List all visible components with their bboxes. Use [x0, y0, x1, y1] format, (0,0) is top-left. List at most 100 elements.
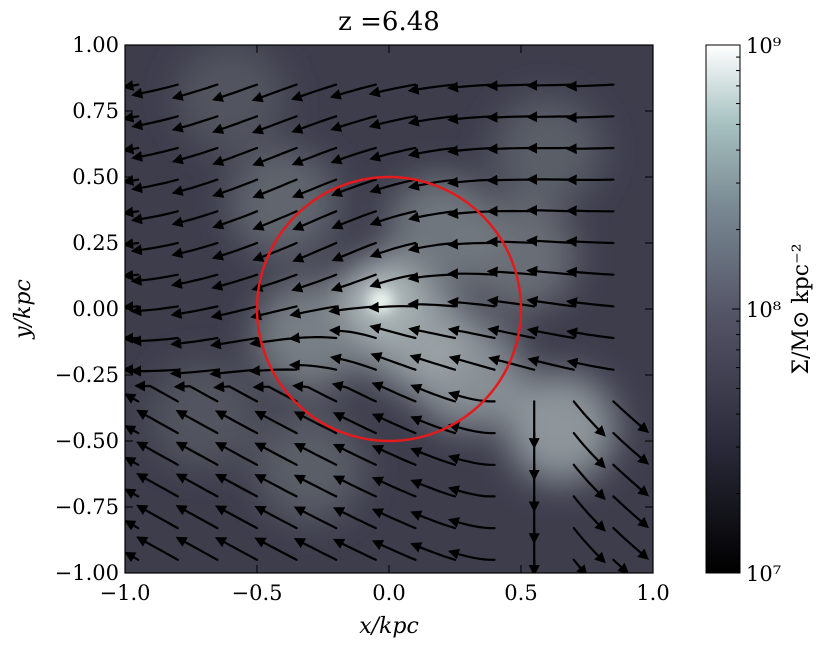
density-peak [254, 412, 365, 523]
y-tick-label: −0.75 [55, 495, 119, 519]
streamline [331, 381, 377, 403]
streamline [288, 359, 338, 371]
streamline [448, 354, 496, 371]
streamline [125, 206, 140, 218]
streamline [131, 178, 179, 194]
streamline [371, 381, 417, 403]
streamline [486, 236, 536, 248]
streamline [447, 485, 496, 498]
streamline [214, 505, 259, 530]
streamline [371, 413, 417, 435]
streamline [125, 143, 140, 155]
y-tick-label: 0.75 [72, 99, 119, 123]
streamline [612, 495, 650, 529]
streamline [125, 301, 140, 313]
streamline [332, 475, 377, 498]
streamline [125, 551, 140, 563]
streamline [447, 422, 496, 435]
x-tick-label: 1.0 [636, 581, 669, 605]
streamline [175, 409, 219, 435]
streamline [332, 412, 377, 435]
streamline [486, 143, 536, 155]
streamline [125, 111, 140, 123]
streamline [214, 410, 259, 435]
streamline [214, 442, 259, 466]
streamline [329, 353, 377, 371]
density-core-peak [369, 289, 394, 314]
y-tick-label: 0.25 [72, 231, 119, 255]
x-tick-label: −1.0 [100, 581, 151, 605]
streamline [254, 442, 298, 466]
streamline [291, 178, 338, 199]
streamline [565, 80, 615, 92]
streamline [291, 115, 338, 134]
density-peak [413, 320, 524, 430]
density-peak [254, 280, 365, 391]
streamline [170, 305, 219, 319]
streamline [486, 80, 536, 92]
streamline [290, 83, 338, 102]
x-tick-label: −0.5 [232, 581, 283, 605]
streamline [254, 537, 298, 561]
x-tick-label: 0.5 [504, 581, 537, 605]
streamline [447, 325, 496, 340]
streamline [251, 115, 298, 135]
half-kpc-circle [255, 175, 523, 443]
streamline [125, 175, 140, 186]
streamline [329, 83, 377, 100]
streamline [293, 537, 338, 561]
streamline [291, 273, 338, 293]
streamline [612, 463, 650, 497]
streamline [131, 146, 179, 162]
y-axis: 1.00 0.75 0.50 0.25 0.00 −0.25 −0.50 −0.75 −1.00 [55, 33, 653, 585]
streamline [330, 178, 377, 197]
x-axis: −1.0 −0.5 0.0 0.5 1.0 [100, 45, 670, 605]
streamline [130, 210, 179, 225]
streamline [252, 178, 298, 199]
streamline [171, 115, 219, 133]
streamline [125, 425, 140, 436]
streamline [254, 474, 298, 498]
streamline [288, 332, 338, 344]
streamline [291, 146, 338, 166]
streamline [332, 443, 377, 466]
x-axis-label: x/kpc [359, 614, 419, 639]
streamline [130, 241, 179, 256]
streamline [210, 305, 259, 321]
colorbar-tick-label: 10⁸ [746, 298, 781, 322]
y-tick-label: −0.50 [55, 429, 119, 453]
streamline [171, 83, 219, 101]
streamline [212, 115, 259, 134]
streamline [173, 380, 219, 403]
streamline [292, 210, 338, 231]
streamline [293, 474, 338, 498]
streamline [332, 538, 377, 561]
x-tick-label: 0.0 [372, 581, 405, 605]
streamline [447, 548, 496, 561]
streamline [212, 178, 259, 198]
streamline [125, 269, 140, 281]
streamline [136, 504, 179, 530]
streamline [371, 540, 417, 561]
y-axis-label: y/kpc [11, 279, 36, 340]
streamline [332, 507, 377, 530]
streamline [292, 241, 338, 263]
streamline [486, 111, 536, 123]
streamline [572, 432, 606, 469]
streamline [212, 146, 259, 166]
streamline [175, 504, 219, 530]
streamline [136, 441, 179, 466]
streamline [125, 456, 140, 468]
colorbar-label: Σ/M⊙ kpc⁻² [789, 243, 814, 374]
streamline [370, 352, 417, 371]
streamline [447, 517, 496, 530]
streamline [136, 409, 179, 435]
streamline [211, 273, 259, 291]
streamline [572, 400, 606, 437]
streamline [125, 238, 140, 250]
streamline [175, 441, 219, 466]
streamline [331, 210, 377, 230]
y-tick-label: −0.25 [55, 363, 119, 387]
streamline [136, 473, 179, 498]
